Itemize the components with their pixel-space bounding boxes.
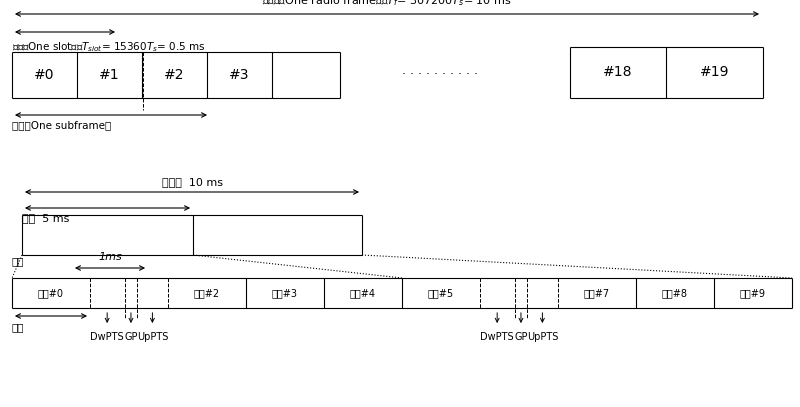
Text: #3: #3 xyxy=(230,68,250,82)
Text: UpPTS: UpPTS xyxy=(137,332,168,342)
Text: 子帧#3: 子帧#3 xyxy=(272,288,298,298)
Text: 子帧#7: 子帧#7 xyxy=(584,288,610,298)
Text: 时隙: 时隙 xyxy=(12,256,25,266)
Text: DwPTS: DwPTS xyxy=(480,332,514,342)
Text: #1: #1 xyxy=(99,68,120,82)
Text: UpPTS: UpPTS xyxy=(526,332,558,342)
Text: 子帧#0: 子帧#0 xyxy=(38,288,64,298)
Text: #18: #18 xyxy=(603,66,633,79)
Text: #19: #19 xyxy=(700,66,730,79)
Text: 子帧: 子帧 xyxy=(12,322,25,332)
Text: 子帧#5: 子帧#5 xyxy=(428,288,454,298)
Text: 无线帧  10 ms: 无线帧 10 ms xyxy=(162,177,222,187)
Text: 半帧  5 ms: 半帧 5 ms xyxy=(22,213,70,223)
Text: #0: #0 xyxy=(34,68,54,82)
Text: 子帧#9: 子帧#9 xyxy=(740,288,766,298)
Text: 子帧#4: 子帧#4 xyxy=(350,288,376,298)
Text: GP: GP xyxy=(514,332,528,342)
Text: DwPTS: DwPTS xyxy=(90,332,124,342)
Text: 时隙（One slot），$T_{slot}$= 15360$T_s$= 0.5 ms: 时隙（One slot），$T_{slot}$= 15360$T_s$= 0.5… xyxy=(12,40,206,54)
Text: 无线帧（One radio frame），$T_f$= 307200$T_s$= 10 ms: 无线帧（One radio frame），$T_f$= 307200$T_s$=… xyxy=(262,0,512,8)
Text: · · · · · · · · · ·: · · · · · · · · · · xyxy=(402,68,478,81)
Text: 1ms: 1ms xyxy=(98,252,122,262)
Text: #2: #2 xyxy=(164,68,185,82)
Text: 子帧#2: 子帧#2 xyxy=(194,288,220,298)
Text: 子帧（One subframe）: 子帧（One subframe） xyxy=(12,120,111,130)
Text: 子帧#8: 子帧#8 xyxy=(662,288,688,298)
Text: GP: GP xyxy=(124,332,138,342)
